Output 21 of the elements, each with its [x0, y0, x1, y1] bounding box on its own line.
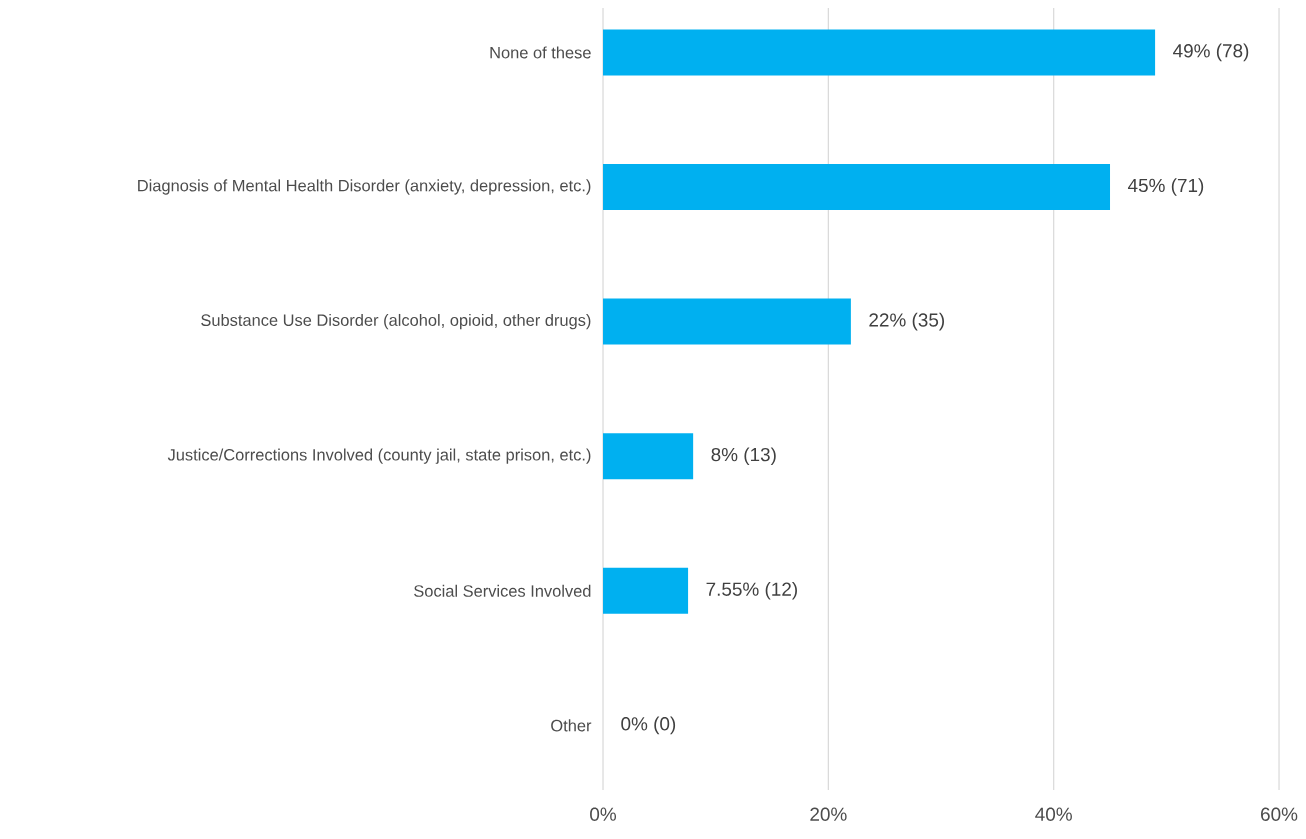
x-tick-label: 0%: [590, 807, 617, 821]
bar: [603, 433, 694, 480]
data-label: 22% (35): [869, 312, 944, 331]
bar: [603, 29, 1156, 76]
bar: [603, 298, 851, 345]
y-tick-label: Other: [551, 719, 592, 732]
data-label: 49% (78): [1173, 43, 1249, 62]
y-tick-label: Diagnosis of Mental Health Disorder (anxiety, depression, etc.): [138, 179, 591, 195]
y-tick-label: Justice/Corrections Involved (county jail, state prison, etc.): [167, 448, 591, 464]
data-label: 45% (71): [1127, 178, 1204, 196]
data-label: 7.55% (12): [706, 581, 797, 600]
data-label: 0% (0): [621, 716, 676, 735]
data-label: 8% (13): [711, 447, 776, 466]
y-tick-label: Substance Use Disorder (alcohol, opioid, other drugs): [201, 313, 591, 330]
x-tick-label: 20%: [810, 807, 847, 821]
x-tick-label: 60%: [1261, 807, 1298, 821]
y-tick-label: Social Services Involved: [414, 584, 591, 597]
y-tick-label: None of these: [490, 46, 591, 59]
x-tick-label: 40%: [1035, 807, 1072, 821]
bar: [603, 164, 1111, 211]
bar: [603, 567, 689, 614]
